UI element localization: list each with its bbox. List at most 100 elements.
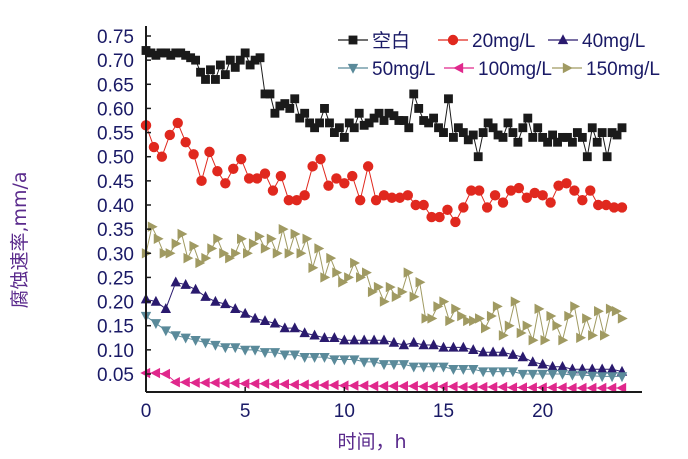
data-point: [290, 228, 301, 240]
data-point: [210, 75, 220, 84]
data-point: [160, 368, 170, 380]
data-point: [269, 378, 280, 390]
data-point: [338, 380, 349, 391]
data-point: [177, 228, 188, 240]
data-point: [355, 194, 366, 206]
data-point: [331, 173, 342, 184]
data-point: [190, 336, 201, 346]
data-point: [250, 55, 260, 65]
data-point: [302, 233, 313, 244]
data-point: [225, 55, 235, 65]
y-tick-label: 0.35: [97, 220, 134, 241]
data-point: [289, 379, 299, 390]
data-point: [576, 382, 587, 394]
data-point: [196, 67, 205, 77]
data-point: [533, 123, 543, 133]
data-point: [165, 248, 176, 259]
data-point: [606, 382, 617, 394]
legend-label: 40mg/L: [582, 31, 645, 52]
data-point: [266, 233, 277, 244]
data-point: [567, 370, 578, 381]
data-point: [319, 352, 330, 363]
data-point: [279, 322, 291, 333]
data-point: [458, 128, 468, 137]
data-point: [547, 361, 558, 371]
x-tick-label: 15: [433, 401, 454, 422]
data-point: [249, 378, 260, 389]
data-point: [408, 380, 418, 392]
data-point: [280, 99, 290, 109]
data-point: [585, 185, 596, 196]
data-point: [151, 50, 161, 60]
data-point: [433, 301, 444, 312]
data-point: [448, 132, 458, 142]
data-point: [507, 382, 518, 393]
data-point: [527, 356, 538, 367]
data-point: [616, 372, 628, 383]
data-point: [417, 381, 428, 392]
data-point: [279, 378, 289, 390]
data-point: [308, 262, 319, 273]
data-point: [170, 377, 180, 388]
data-point: [397, 286, 408, 298]
data-point: [507, 367, 519, 378]
x-tick-label: 20: [532, 401, 553, 422]
data-point: [540, 335, 551, 346]
legend-marker: [453, 62, 464, 74]
data-point: [445, 315, 456, 327]
data-point: [617, 313, 628, 324]
data-point: [210, 295, 221, 306]
data-point: [567, 137, 577, 147]
data-point: [421, 313, 432, 324]
data-point: [424, 118, 434, 128]
data-point: [299, 327, 310, 338]
data-point: [319, 332, 330, 342]
data-point: [492, 301, 503, 312]
data-point: [349, 355, 360, 366]
data-point: [298, 379, 309, 390]
data-point: [160, 326, 172, 337]
data-point: [159, 248, 170, 259]
data-point: [547, 369, 558, 380]
data-point: [307, 161, 318, 172]
data-point: [220, 298, 231, 309]
data-point: [384, 108, 394, 118]
data-point: [487, 381, 498, 393]
y-tick-label: 0.10: [97, 341, 134, 362]
data-point: [477, 346, 489, 357]
data-point: [548, 130, 558, 140]
data-point: [594, 306, 604, 317]
data-point: [481, 202, 493, 213]
y-tick-label: 0.75: [97, 27, 134, 48]
data-point: [150, 319, 162, 330]
data-point: [438, 362, 449, 373]
data-point: [388, 380, 399, 392]
series-4: [140, 367, 627, 394]
data-point: [358, 357, 370, 368]
data-point: [362, 161, 374, 172]
data-point: [593, 199, 604, 211]
data-point: [201, 75, 210, 84]
data-point: [409, 89, 419, 99]
data-point: [418, 339, 429, 350]
data-point: [279, 350, 291, 361]
data-point: [370, 194, 382, 206]
data-point: [310, 123, 320, 133]
data-point: [309, 352, 320, 363]
data-point: [325, 118, 334, 128]
data-point: [534, 303, 545, 315]
data-point: [378, 190, 390, 201]
data-point: [537, 369, 548, 380]
data-point: [243, 173, 255, 184]
data-point: [270, 108, 280, 118]
data-point: [529, 187, 540, 199]
data-point: [516, 327, 527, 339]
legend-entry: 100mg/L: [444, 59, 552, 80]
y-tick-label: 0.05: [97, 365, 134, 386]
data-point: [275, 101, 285, 111]
data-point: [493, 130, 503, 140]
data-point: [284, 248, 295, 259]
data-point: [510, 296, 521, 307]
data-point: [602, 152, 612, 162]
data-point: [537, 358, 548, 369]
